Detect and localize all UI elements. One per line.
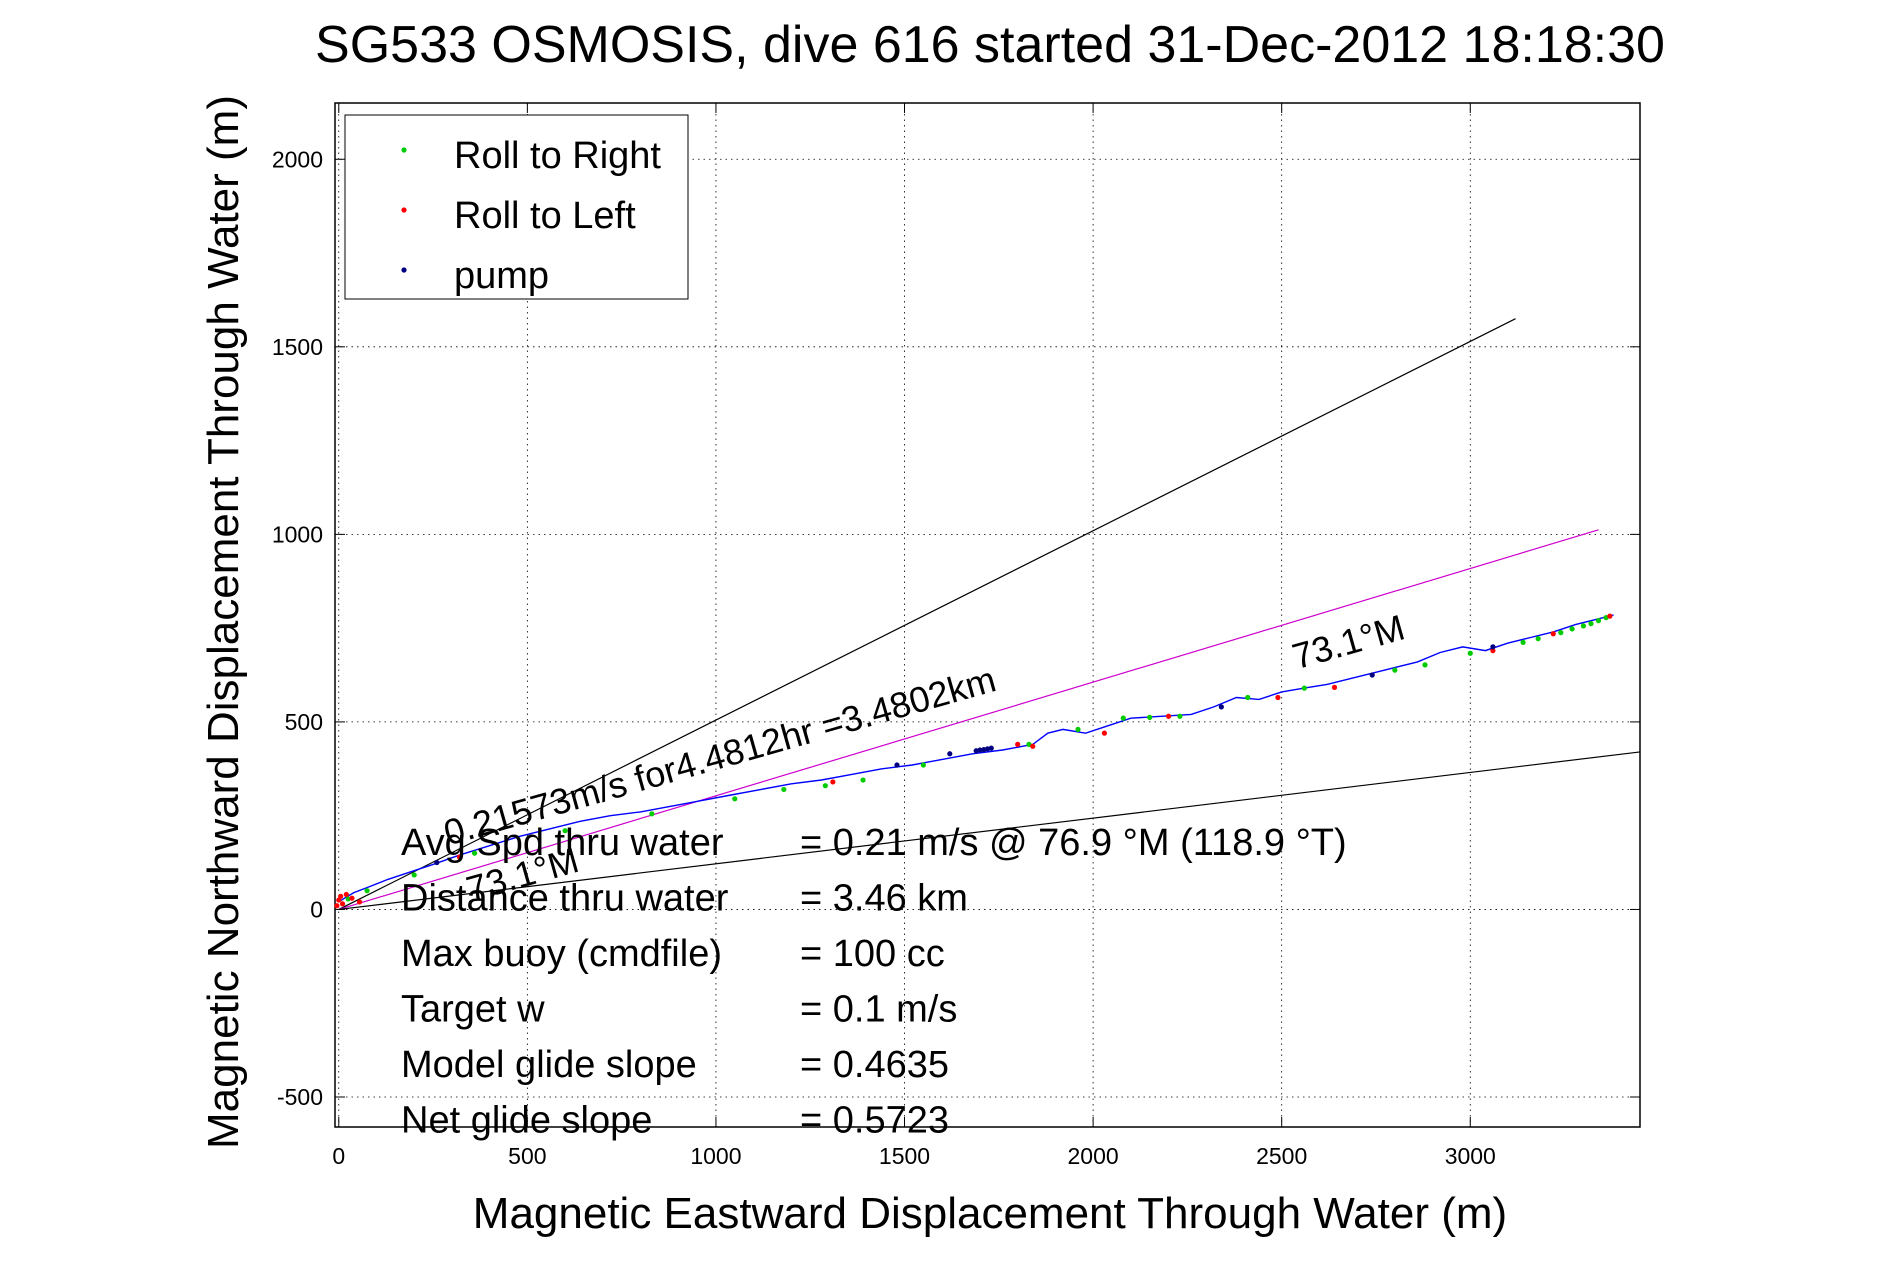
roll-left-point (1550, 631, 1556, 637)
y-tick-label: 1000 (272, 521, 323, 547)
roll-left-point (1101, 730, 1108, 736)
roll-left-point (1607, 613, 1613, 619)
stat-value: = 3.46 km (800, 878, 968, 920)
reference-line (338, 529, 1599, 911)
legend-marker (401, 267, 407, 273)
roll-left-point (339, 901, 346, 907)
roll-right-point (1147, 714, 1153, 721)
roll-right-point (732, 796, 738, 802)
roll-left-point (830, 779, 836, 785)
roll-right-point (1301, 685, 1307, 691)
roll-right-point (920, 762, 926, 768)
markers (334, 613, 1613, 909)
roll-right-point (1580, 623, 1587, 629)
y-axis-ticks: -500 0 500 1000 1500 2000 (272, 146, 1640, 1110)
x-tick-label: 2000 (1068, 1143, 1119, 1169)
stat-value: = 100 cc (800, 933, 945, 975)
roll-right-point (1177, 713, 1183, 719)
roll-right-point (1120, 715, 1126, 721)
stat-label: Avg Spd thru water (401, 822, 724, 864)
roll-right-point (822, 783, 828, 789)
pump-point (434, 859, 440, 866)
roll-right-point (1520, 639, 1526, 645)
reference-line (338, 751, 1641, 911)
roll-right-point (1467, 650, 1473, 656)
roll-left-point (1030, 743, 1036, 749)
roll-right-point (1245, 694, 1251, 701)
y-tick-label: -500 (277, 1084, 323, 1110)
roll-left-point (1331, 684, 1338, 690)
legend-label: Roll to Right (454, 135, 661, 177)
roll-left-point (1275, 694, 1281, 701)
x-axis-ticks: 0 500 1000 1500 2000 2500 3000 (332, 103, 1496, 1169)
roll-right-point (562, 828, 568, 834)
reference-lines (338, 318, 1641, 911)
stat-value: = 0.4635 (800, 1044, 949, 1086)
roll-left-point (456, 854, 463, 860)
stats-block: Avg Spd thru water = 0.21 m/s @ 76.9 °M (… (401, 822, 1347, 1142)
y-axis-label: Magnetic Northward Displacement Through … (199, 95, 248, 1149)
y-tick-label: 2000 (272, 146, 323, 172)
roll-right-point (860, 777, 866, 783)
roll-right-point (364, 888, 370, 894)
roll-left-point (1490, 648, 1496, 654)
roll-right-point (1558, 630, 1564, 636)
pump-point (1218, 704, 1224, 710)
x-tick-label: 1000 (690, 1143, 741, 1169)
stat-value: = 0.1 m/s (800, 989, 957, 1031)
roll-left-point (334, 903, 340, 909)
x-tick-label: 2500 (1256, 1143, 1307, 1169)
pump-point (977, 747, 983, 753)
legend-marker (401, 147, 407, 153)
roll-left-point (356, 899, 363, 905)
legend-label: pump (454, 255, 549, 297)
roll-right-point (1588, 621, 1594, 627)
pump-point (894, 762, 900, 768)
roll-left-point (343, 891, 349, 898)
stat-label: Distance thru water (401, 878, 729, 920)
x-tick-label: 500 (508, 1143, 546, 1169)
roll-right-point (781, 786, 787, 793)
roll-right-point (1422, 662, 1428, 668)
track (338, 614, 1614, 903)
roll-left-point (338, 893, 344, 899)
roll-left-point (1015, 741, 1021, 748)
stat-value: = 0.21 m/s @ 76.9 °M (118.9 °T) (800, 822, 1347, 864)
stat-label: Target w (401, 989, 545, 1031)
y-tick-label: 0 (310, 896, 323, 922)
track-line (338, 614, 1614, 903)
y-tick-label: 500 (285, 709, 323, 735)
roll-right-point (1595, 618, 1602, 624)
legend-label: Roll to Left (454, 195, 636, 237)
pump-point (988, 745, 994, 751)
stat-label: Model glide slope (401, 1044, 697, 1086)
chart-title: SG533 OSMOSIS, dive 616 started 31-Dec-2… (315, 16, 1665, 74)
pump-point (947, 751, 953, 757)
stat-value: = 0.5723 (800, 1100, 949, 1142)
x-tick-label: 3000 (1445, 1143, 1496, 1169)
stat-label: Net glide slope (401, 1100, 652, 1142)
roll-left-point (1165, 713, 1172, 719)
roll-right-point (471, 850, 478, 856)
roll-right-point (1569, 626, 1575, 632)
roll-right-point (1535, 636, 1541, 642)
x-axis-label: Magnetic Eastward Displacement Through W… (473, 1189, 1507, 1238)
roll-left-point (349, 895, 355, 901)
y-tick-label: 1500 (272, 334, 323, 360)
x-tick-label: 0 (332, 1143, 345, 1169)
legend: Roll to Right Roll to Left pump (344, 114, 689, 300)
pump-point (1369, 672, 1375, 678)
roll-right-point (649, 811, 655, 817)
roll-right-point (1075, 726, 1081, 733)
pump-point (1490, 644, 1496, 650)
legend-marker (401, 207, 407, 213)
reference-line (338, 318, 1516, 910)
roll-right-point (1392, 667, 1398, 673)
x-tick-label: 1500 (879, 1143, 930, 1169)
stat-label: Max buoy (cmdfile) (401, 933, 722, 975)
roll-right-point (411, 872, 417, 878)
